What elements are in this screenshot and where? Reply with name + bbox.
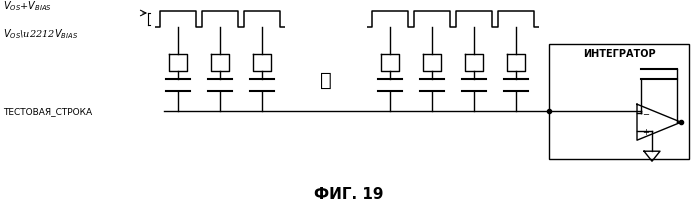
Text: ⋯: ⋯ [320,72,332,90]
Text: +: + [642,127,649,136]
Text: ФИГ. 19: ФИГ. 19 [314,187,384,202]
Text: $\mathit{V}_{OS}$+$\mathit{V}_{BIAS}$: $\mathit{V}_{OS}$+$\mathit{V}_{BIAS}$ [3,0,52,13]
Text: ТЕСТОВАЯ_СТРОКА: ТЕСТОВАЯ_СТРОКА [3,107,92,116]
Bar [549,45,689,159]
Text: $\mathit{V}_{OS}$\u2212$\mathit{V}_{BIAS}$: $\mathit{V}_{OS}$\u2212$\mathit{V}_{BIAS… [3,27,78,41]
Text: −: − [642,109,649,118]
Text: ИНТЕГРАТОР: ИНТЕГРАТОР [583,49,655,59]
